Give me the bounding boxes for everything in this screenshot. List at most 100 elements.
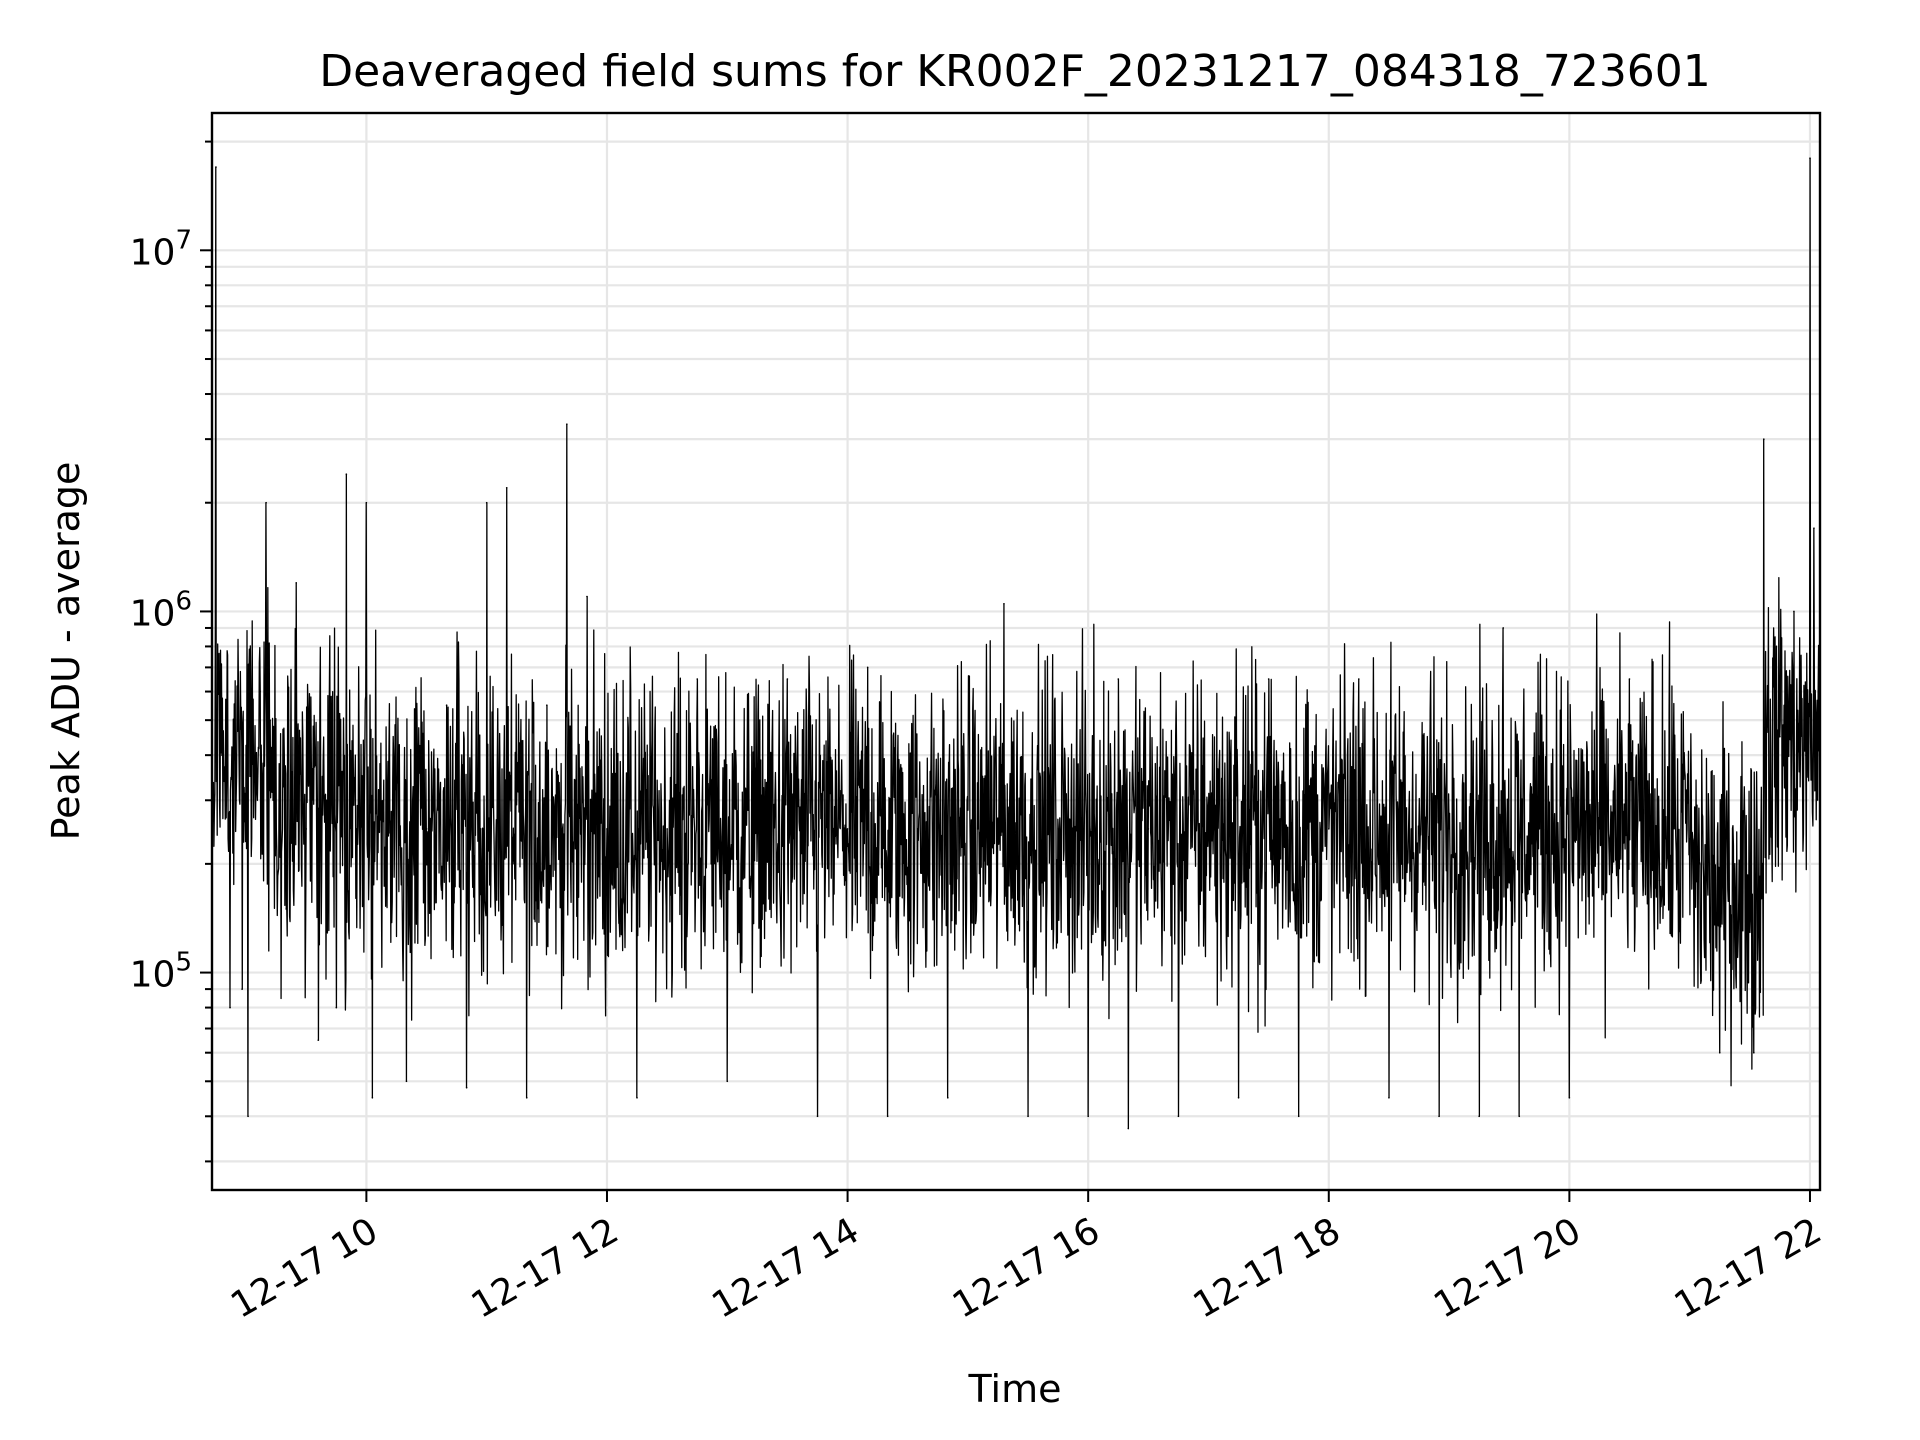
data-point	[1518, 1115, 1521, 1118]
data-point	[1267, 678, 1270, 680]
data-point	[1478, 1115, 1480, 1118]
x-tick-label: 12-17 10	[224, 1210, 385, 1326]
data-point	[1087, 1115, 1089, 1118]
data-point	[606, 828, 608, 830]
data-point	[1805, 754, 1807, 756]
data-point	[1147, 828, 1150, 830]
data-point	[221, 754, 223, 756]
data-point	[586, 595, 588, 598]
data-point	[295, 582, 298, 584]
data-point	[253, 775, 255, 777]
data-point	[305, 828, 308, 830]
data-point	[275, 828, 277, 830]
x-tick-label: 12-17 22	[1668, 1210, 1829, 1326]
data-point	[355, 828, 358, 830]
data-point	[235, 799, 237, 802]
data-point	[886, 1115, 889, 1118]
plot-frame	[210, 111, 1822, 1192]
data-point	[265, 501, 267, 504]
x-axis-label: Time	[968, 1367, 1062, 1411]
data-point	[1177, 1115, 1180, 1118]
data-point	[479, 828, 482, 830]
data-point	[445, 704, 448, 707]
y-tick-base: 10	[130, 955, 176, 996]
data-point	[816, 1115, 819, 1118]
data-point	[1502, 627, 1505, 629]
data-point	[1418, 828, 1420, 830]
data-point	[229, 1006, 231, 1009]
data-point	[1027, 1115, 1029, 1118]
y-tick-label: 105	[130, 948, 192, 996]
data-point	[1698, 863, 1701, 865]
data-point	[371, 1097, 374, 1099]
data-point	[866, 666, 869, 669]
y-tick-label: 106	[130, 586, 192, 634]
data-point	[241, 988, 243, 990]
data-point	[425, 828, 428, 830]
data-point	[1127, 1127, 1130, 1130]
data-point	[405, 1080, 408, 1083]
data-point	[1753, 1051, 1755, 1054]
data-point	[1538, 828, 1541, 830]
y-tick-base: 10	[130, 593, 176, 634]
data-point	[335, 1006, 338, 1009]
data-point	[465, 1086, 468, 1089]
data-point	[1763, 438, 1765, 440]
data-point	[726, 1080, 729, 1083]
data-point	[1628, 678, 1631, 680]
grid	[212, 113, 1820, 1190]
x-tick-label: 12-17 20	[1427, 1210, 1588, 1326]
data-point	[345, 473, 348, 475]
chart-title: Deaveraged field sums for KR002F_2023121…	[319, 46, 1711, 97]
data-point	[365, 501, 368, 504]
y-tick-base: 10	[130, 232, 176, 273]
y-tick-exponent: 5	[175, 948, 192, 978]
data-point	[546, 704, 548, 707]
data-point	[977, 828, 979, 830]
x-tick-label: 12-17 16	[946, 1210, 1107, 1326]
data-point	[566, 423, 568, 425]
data-point	[1718, 1051, 1721, 1054]
data-point	[247, 1115, 249, 1118]
data-point	[756, 828, 759, 830]
data-point	[1237, 1097, 1240, 1099]
data-point	[696, 678, 699, 680]
series-line	[211, 157, 1821, 1130]
data-point	[505, 486, 508, 489]
data-point	[1388, 1097, 1390, 1099]
data-point	[525, 1097, 528, 1099]
data-point	[947, 1097, 949, 1099]
data-point	[1568, 1097, 1571, 1099]
data-point	[846, 828, 849, 830]
data-point	[215, 166, 217, 168]
data-point	[1438, 1115, 1440, 1118]
data-point	[552, 828, 554, 830]
data-point	[1598, 828, 1601, 830]
data-point	[1297, 1115, 1300, 1118]
data-point	[916, 828, 919, 830]
data-point	[1779, 735, 1781, 738]
data-point	[317, 1039, 320, 1041]
y-tick-exponent: 7	[175, 225, 192, 255]
data-point	[1809, 157, 1811, 159]
y-tick-label: 107	[130, 225, 192, 273]
data-point	[1658, 879, 1661, 882]
x-tick-label: 12-17 12	[465, 1210, 626, 1326]
data-point	[666, 828, 668, 830]
x-tick-label: 12-17 14	[705, 1210, 866, 1326]
data-point	[259, 690, 261, 693]
data-point	[1207, 828, 1210, 830]
data-point	[1678, 930, 1681, 933]
data-point	[1003, 602, 1005, 605]
data-point	[385, 828, 388, 830]
data-point	[269, 719, 271, 721]
data-point	[1358, 678, 1360, 680]
data-point	[636, 1097, 638, 1099]
data-point	[1793, 610, 1795, 613]
data-point	[1739, 863, 1741, 865]
x-tick-label: 12-17 18	[1187, 1210, 1348, 1326]
data-point	[1057, 828, 1059, 830]
